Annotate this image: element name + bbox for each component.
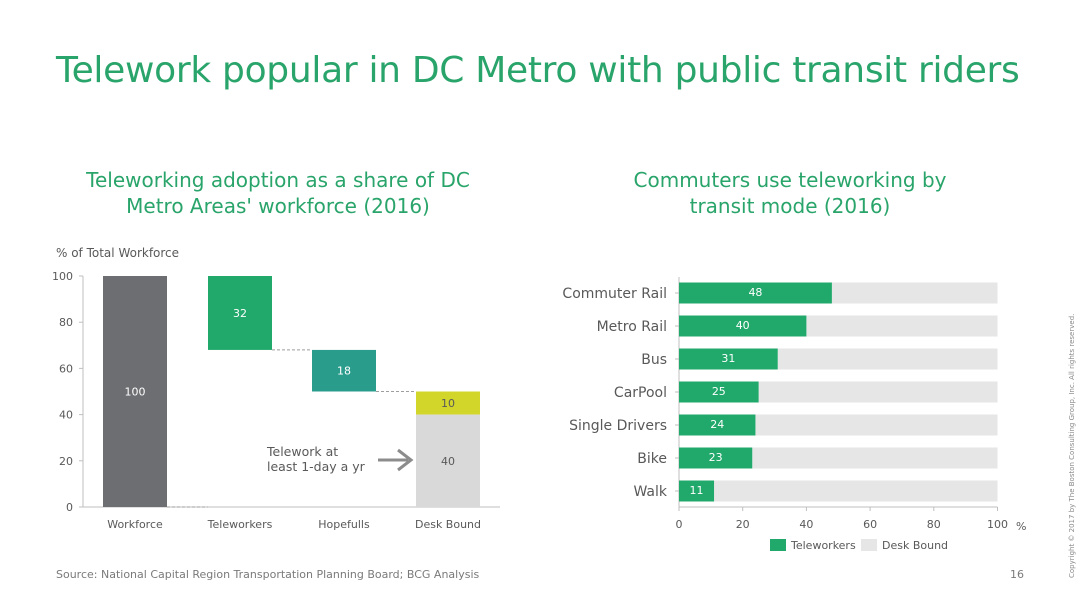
waterfall-title-line-2: Metro Areas' workforce (2016) (126, 194, 430, 218)
transit-bar-teleworkers (679, 315, 807, 337)
waterfall-ytick-label: 20 (59, 455, 73, 468)
transit-bar-desk-bound (806, 315, 998, 337)
waterfall-annotation-line: least 1-day a yr (267, 459, 366, 474)
transit-category-label: Bus (641, 352, 667, 368)
legend-swatch-teleworkers (770, 539, 786, 551)
slide-title: Telework popular in DC Metro with public… (56, 50, 1020, 91)
transit-xtick-label: 60 (863, 518, 877, 531)
transit-data-label: 24 (710, 418, 724, 431)
transit-data-label: 31 (721, 352, 735, 365)
transit-chart-title: Commuters use teleworking by transit mod… (580, 167, 1000, 219)
transit-data-label: 48 (748, 286, 762, 299)
waterfall-ytick-label: 100 (52, 270, 73, 283)
transit-data-label: 40 (736, 319, 750, 332)
transit-bar-teleworkers (679, 381, 759, 403)
waterfall-bar-teleworkers (208, 276, 272, 350)
waterfall-data-label-workforce: 100 (125, 386, 146, 399)
waterfall-title-line-1: Teleworking adoption as a share of DC (86, 168, 470, 192)
waterfall-bar-desk-bound (416, 414, 480, 507)
waterfall-bar-desk-bound-top (416, 391, 480, 415)
transit-category-label: Bike (637, 451, 667, 467)
waterfall-data-label-teleworkers: 32 (233, 307, 247, 320)
transit-category-label: Commuter Rail (562, 286, 667, 302)
waterfall-chart-title: Teleworking adoption as a share of DC Me… (68, 167, 488, 219)
transit-bar-teleworkers (679, 282, 832, 304)
transit-legend: Teleworkers Desk Bound (770, 539, 948, 552)
transit-category-label: Single Drivers (569, 418, 667, 434)
waterfall-ytick-label: 60 (59, 362, 73, 375)
transit-category-label: Walk (633, 484, 667, 500)
right-arrow-icon (378, 448, 414, 472)
transit-title-line-2: transit mode (2016) (689, 194, 891, 218)
transit-x-unit: % (1016, 520, 1026, 533)
transit-xtick-label: 80 (927, 518, 941, 531)
transit-data-label: 11 (690, 484, 704, 497)
waterfall-data-label-desk-bound: 40 (441, 455, 455, 468)
transit-bar-teleworkers (679, 480, 715, 502)
page-number: 16 (1010, 568, 1024, 581)
legend-label-desk-bound: Desk Bound (882, 539, 948, 552)
transit-category-label: Metro Rail (597, 319, 667, 335)
transit-bar-desk-bound (831, 282, 998, 304)
transit-bar-teleworkers (679, 414, 756, 436)
transit-data-label: 23 (709, 451, 723, 464)
transit-bar-desk-bound (758, 381, 998, 403)
copyright-note: Copyright © 2017 by The Boston Consultin… (1068, 313, 1076, 578)
legend-label-teleworkers: Teleworkers (790, 539, 856, 552)
transit-bar-desk-bound (777, 348, 998, 370)
transit-xtick-label: 20 (736, 518, 750, 531)
waterfall-ytick-label: 0 (66, 501, 73, 514)
waterfall-bar-workforce (103, 276, 167, 507)
waterfall-ylabel: % of Total Workforce (56, 246, 179, 260)
source-note: Source: National Capital Region Transpor… (56, 568, 480, 581)
waterfall-annotation-line: Telework at (266, 444, 338, 459)
transit-bar-desk-bound (752, 447, 998, 469)
waterfall-data-label-hopefulls: 18 (337, 365, 351, 378)
waterfall-category-label: Teleworkers (207, 518, 273, 531)
waterfall-category-label: Desk Bound (415, 518, 481, 531)
transit-xtick-label: 40 (799, 518, 813, 531)
legend-swatch-desk-bound (861, 539, 877, 551)
transit-title-line-1: Commuters use teleworking by (633, 168, 947, 192)
transit-bar-desk-bound (714, 480, 998, 502)
transit-data-label: 25 (712, 385, 726, 398)
transit-bar-teleworkers (679, 348, 778, 370)
waterfall-data-label-desk-bound-top: 10 (441, 397, 455, 410)
transit-category-label: CarPool (614, 385, 667, 401)
transit-xtick-label: 0 (676, 518, 683, 531)
transit-bar-teleworkers (679, 447, 753, 469)
waterfall-bar-hopefulls (312, 349, 376, 392)
waterfall-category-label: Workforce (107, 518, 163, 531)
waterfall-ytick-label: 80 (59, 316, 73, 329)
transit-bar-desk-bound (755, 414, 998, 436)
transit-xtick-label: 100 (987, 518, 1008, 531)
waterfall-category-label: Hopefulls (318, 518, 370, 531)
waterfall-ytick-label: 40 (59, 409, 73, 422)
